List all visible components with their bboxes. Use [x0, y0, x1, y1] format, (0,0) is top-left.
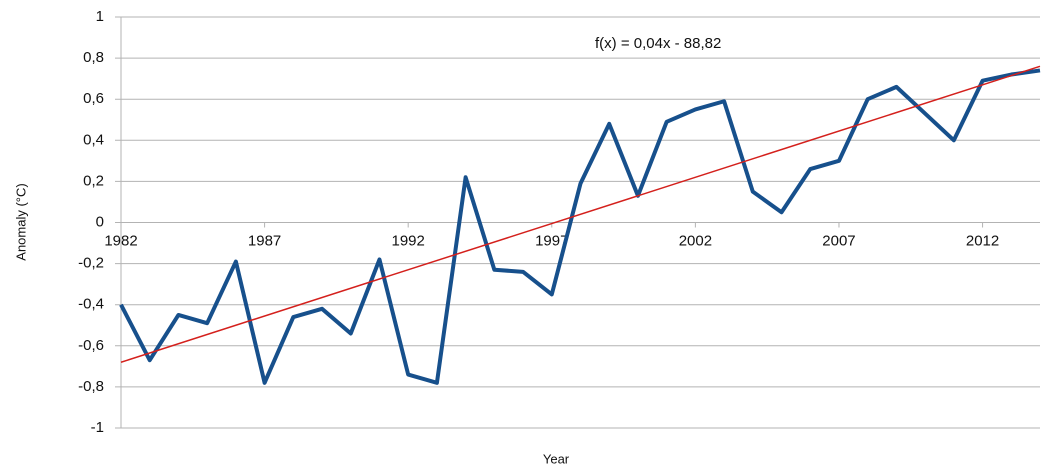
x-tick-label: 1982 [104, 232, 137, 249]
y-tick-label: -1 [91, 419, 104, 436]
y-tick-label: -0,2 [78, 255, 104, 272]
y-tick-label: -0,6 [78, 337, 104, 354]
x-tick-label: 1987 [248, 232, 281, 249]
x-axis-title: Year [543, 451, 570, 466]
y-tick-label: 0 [96, 213, 104, 230]
y-tick-label: 0,2 [83, 172, 104, 189]
data-line [119, 68, 1041, 385]
trend-line [120, 65, 1041, 363]
x-tick-label: 2012 [966, 232, 999, 249]
trend-equation: f(x) = 0,04x - 88,82 [595, 35, 721, 52]
y-tick-label: 0,6 [83, 90, 104, 107]
x-tick-label: 1997 [535, 232, 568, 249]
y-tick-label: -0,8 [78, 378, 104, 395]
y-tick-label: 0,8 [83, 49, 104, 66]
x-tick-label: 2002 [679, 232, 712, 249]
y-axis-title: Anomaly (°C) [13, 183, 28, 260]
x-tick-label: 1992 [392, 232, 425, 249]
y-tick-label: 1 [96, 8, 104, 25]
y-tick-label: -0,4 [78, 296, 104, 313]
y-tick-label: 0,4 [83, 131, 104, 148]
x-tick-label: 2007 [822, 232, 855, 249]
